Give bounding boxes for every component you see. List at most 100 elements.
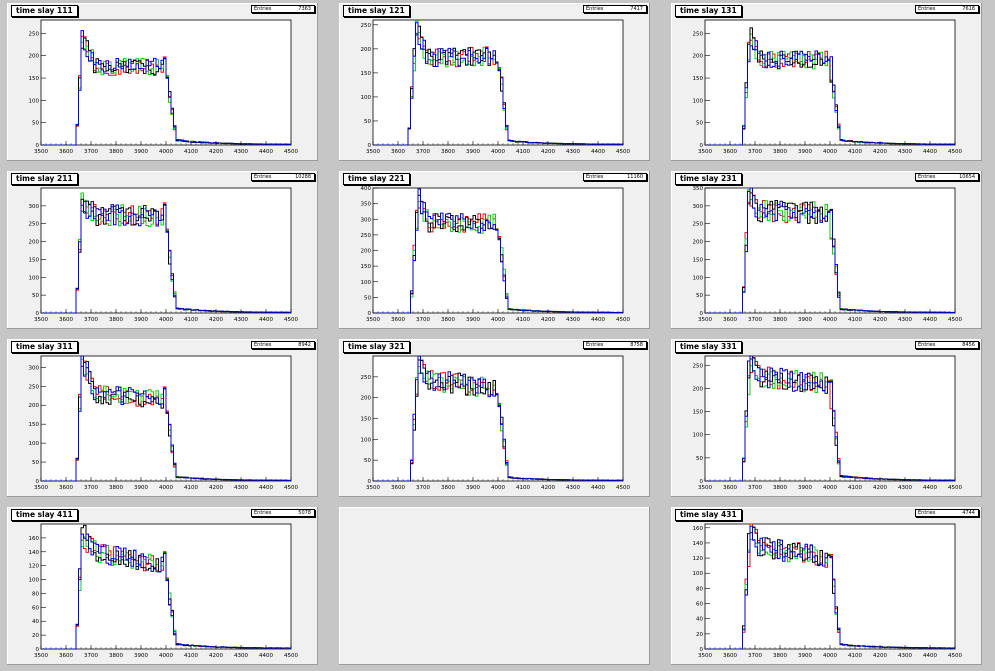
- histogram-title: time slay 211: [11, 173, 78, 185]
- y-tick-label: 120: [29, 564, 40, 570]
- stats-entries-value: 7618: [962, 6, 975, 12]
- x-tick-label: 4300: [234, 317, 248, 323]
- x-tick-label: 3900: [466, 149, 480, 155]
- y-tick-label: 160: [693, 526, 704, 532]
- y-tick-label: 0: [700, 647, 704, 653]
- y-tick-label: 200: [29, 240, 40, 246]
- histogram-pad: time slay 111 Entries 7363 3500 3600 3700 3800…: [7, 3, 318, 161]
- x-tick-label: 4000: [491, 485, 505, 491]
- y-tick-label: 40: [32, 619, 39, 625]
- x-tick-label: 3500: [698, 149, 712, 155]
- x-tick-label: 4200: [873, 485, 887, 491]
- y-tick-label: 100: [361, 280, 372, 286]
- x-tick-label: 4100: [184, 317, 198, 323]
- x-tick-label: 4000: [823, 485, 837, 491]
- plot-frame: [40, 523, 292, 650]
- stats-entries-value: 8456: [962, 342, 975, 348]
- y-tick-label: 100: [361, 95, 372, 101]
- stats-entries-value: 10288: [295, 174, 311, 180]
- stats-entries-value: 11160: [627, 174, 643, 180]
- y-tick-label: 0: [36, 311, 40, 317]
- stats-box: Entries 10654: [915, 173, 979, 181]
- x-tick-label: 3700: [416, 149, 430, 155]
- stats-label: Entries: [918, 510, 936, 516]
- x-tick-label: 3500: [366, 485, 380, 491]
- y-tick-label: 50: [32, 460, 39, 466]
- y-tick-label: 140: [29, 550, 40, 556]
- stats-box: Entries 11160: [583, 173, 647, 181]
- x-tick-label: 3600: [723, 149, 737, 155]
- x-tick-label: 4300: [234, 653, 248, 659]
- histogram-series-4: [705, 40, 956, 146]
- stats-label: Entries: [586, 174, 604, 180]
- x-tick-label: 3700: [748, 485, 762, 491]
- x-tick-label: 4400: [259, 149, 273, 155]
- x-tick-label: 3700: [748, 317, 762, 323]
- histogram-title: time slay 221: [343, 173, 410, 185]
- y-tick-label: 50: [696, 456, 703, 462]
- y-tick-label: 100: [29, 98, 40, 104]
- y-tick-label: 0: [36, 143, 40, 149]
- plot-frame: [372, 19, 624, 146]
- x-tick-label: 3900: [798, 485, 812, 491]
- x-tick-label: 4100: [516, 149, 530, 155]
- y-tick-label: 0: [700, 311, 704, 317]
- x-tick-label: 4100: [516, 317, 530, 323]
- x-tick-label: 4000: [159, 653, 173, 659]
- x-tick-label: 4000: [159, 317, 173, 323]
- y-tick-label: 150: [361, 71, 372, 77]
- x-tick-label: 3800: [109, 485, 123, 491]
- y-tick-label: 50: [32, 121, 39, 127]
- x-tick-label: 3500: [698, 653, 712, 659]
- x-tick-label: 3800: [773, 485, 787, 491]
- x-tick-label: 3700: [416, 485, 430, 491]
- plot-frame: [704, 523, 956, 650]
- x-tick-label: 4500: [616, 485, 630, 491]
- y-tick-label: 140: [693, 541, 704, 547]
- stats-label: Entries: [254, 174, 272, 180]
- x-tick-label: 4000: [823, 653, 837, 659]
- x-tick-label: 3600: [59, 149, 73, 155]
- x-tick-label: 3800: [109, 149, 123, 155]
- stats-box: Entries 8456: [915, 341, 979, 349]
- x-tick-label: 4200: [209, 485, 223, 491]
- histogram-plot: 3500 3600 3700 3800 3900 4000 4100 4200 4300 4400…: [693, 355, 962, 491]
- x-tick-label: 4300: [234, 485, 248, 491]
- y-tick-label: 0: [36, 647, 40, 653]
- y-tick-label: 150: [29, 257, 40, 263]
- x-tick-label: 4300: [566, 149, 580, 155]
- y-tick-label: 60: [32, 605, 39, 611]
- x-tick-label: 4400: [923, 317, 937, 323]
- x-tick-label: 4400: [259, 317, 273, 323]
- y-tick-label: 200: [361, 47, 372, 53]
- x-tick-label: 3600: [723, 485, 737, 491]
- x-tick-label: 4300: [898, 485, 912, 491]
- x-tick-label: 3500: [698, 317, 712, 323]
- x-tick-label: 4400: [591, 317, 605, 323]
- histogram-series-4: [705, 355, 956, 482]
- x-tick-label: 3500: [34, 653, 48, 659]
- x-tick-label: 3700: [84, 149, 98, 155]
- y-tick-label: 250: [361, 23, 372, 29]
- y-tick-label: 0: [368, 143, 372, 149]
- x-tick-label: 3900: [798, 317, 812, 323]
- histogram-title: time slay 311: [11, 341, 78, 353]
- x-tick-label: 3600: [723, 317, 737, 323]
- x-tick-label: 4400: [923, 149, 937, 155]
- y-tick-label: 400: [361, 186, 372, 192]
- y-tick-label: 50: [364, 119, 371, 125]
- x-tick-label: 4200: [873, 149, 887, 155]
- y-tick-label: 200: [361, 249, 372, 255]
- x-tick-label: 3500: [34, 485, 48, 491]
- y-tick-label: 250: [29, 222, 40, 228]
- y-tick-label: 250: [693, 222, 704, 228]
- histogram-series-4: [373, 188, 624, 314]
- x-tick-label: 3800: [109, 317, 123, 323]
- y-tick-label: 250: [693, 363, 704, 369]
- x-tick-label: 4100: [848, 485, 862, 491]
- histogram-series-4: [41, 30, 292, 146]
- stats-box: Entries 10288: [251, 173, 315, 181]
- stats-box: Entries 8942: [251, 341, 315, 349]
- x-tick-label: 3600: [391, 317, 405, 323]
- x-tick-label: 4100: [184, 149, 198, 155]
